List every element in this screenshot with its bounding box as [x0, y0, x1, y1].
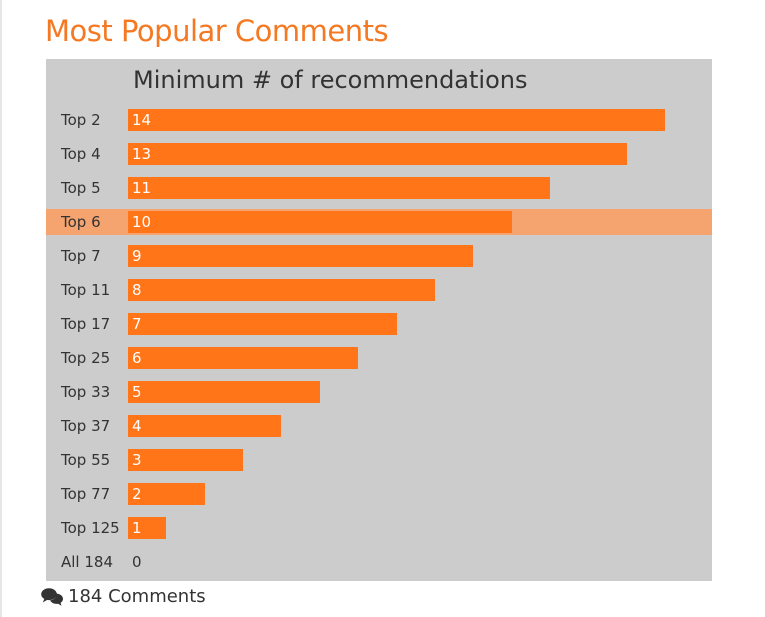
value-label-top-125: 1 — [132, 519, 142, 537]
row-label-top-25[interactable]: Top 25 — [60, 349, 110, 367]
value-label-top-5: 11 — [132, 179, 151, 197]
row-label-top-5[interactable]: Top 5 — [60, 179, 101, 197]
value-label-top-33: 5 — [132, 383, 142, 401]
row-label-top-4[interactable]: Top 4 — [60, 145, 101, 163]
bar-top-2[interactable] — [128, 109, 665, 131]
value-label-top-4: 13 — [132, 145, 151, 163]
recommendations-chart: Minimum # of recommendations Top 2 14 Top … — [46, 59, 712, 581]
row-label-top-7[interactable]: Top 7 — [60, 247, 101, 265]
bar-top-37[interactable] — [128, 415, 281, 437]
bar-top-25[interactable] — [128, 347, 358, 369]
comments-count-label: 184 Comments — [68, 586, 206, 607]
value-label-top-77: 2 — [132, 485, 142, 503]
row-label-top-2[interactable]: Top 2 — [60, 111, 101, 129]
row-label-all-184[interactable]: All 184 — [61, 553, 113, 571]
row-label-top-33[interactable]: Top 33 — [60, 383, 110, 401]
bar-top-5[interactable] — [128, 177, 550, 199]
page-left-rule — [0, 0, 2, 617]
value-label-top-11: 8 — [132, 281, 142, 299]
value-label-all-184: 0 — [132, 553, 142, 571]
bar-top-77[interactable] — [128, 483, 205, 505]
value-label-top-7: 9 — [132, 247, 142, 265]
value-label-top-2: 14 — [132, 111, 151, 129]
value-label-top-6: 10 — [132, 213, 151, 231]
page-title: Most Popular Comments — [45, 14, 389, 48]
row-label-top-37[interactable]: Top 37 — [60, 417, 110, 435]
chart-title: Minimum # of recommendations — [133, 66, 528, 94]
bar-top-55[interactable] — [128, 449, 243, 471]
row-label-top-11[interactable]: Top 11 — [60, 281, 110, 299]
row-label-top-55[interactable]: Top 55 — [60, 451, 110, 469]
bar-top-125[interactable] — [128, 517, 166, 539]
bar-top-11[interactable] — [128, 279, 435, 301]
row-label-top-125[interactable]: Top 125 — [60, 519, 120, 537]
value-label-top-37: 4 — [132, 417, 142, 435]
comments-icon — [41, 587, 63, 606]
bar-top-4[interactable] — [128, 143, 627, 165]
row-label-top-6[interactable]: Top 6 — [60, 213, 101, 231]
value-label-top-17: 7 — [132, 315, 142, 333]
bar-top-7[interactable] — [128, 245, 473, 267]
bar-top-17[interactable] — [128, 313, 397, 335]
comments-count-link[interactable]: 184 Comments — [41, 586, 206, 607]
value-label-top-25: 6 — [132, 349, 142, 367]
bar-top-33[interactable] — [128, 381, 320, 403]
chart-svg: Minimum # of recommendations Top 2 14Top … — [46, 66, 712, 571]
value-label-top-55: 3 — [132, 451, 142, 469]
row-label-top-77[interactable]: Top 77 — [60, 485, 110, 503]
bar-top-6[interactable] — [128, 211, 512, 233]
row-label-top-17[interactable]: Top 17 — [60, 315, 110, 333]
